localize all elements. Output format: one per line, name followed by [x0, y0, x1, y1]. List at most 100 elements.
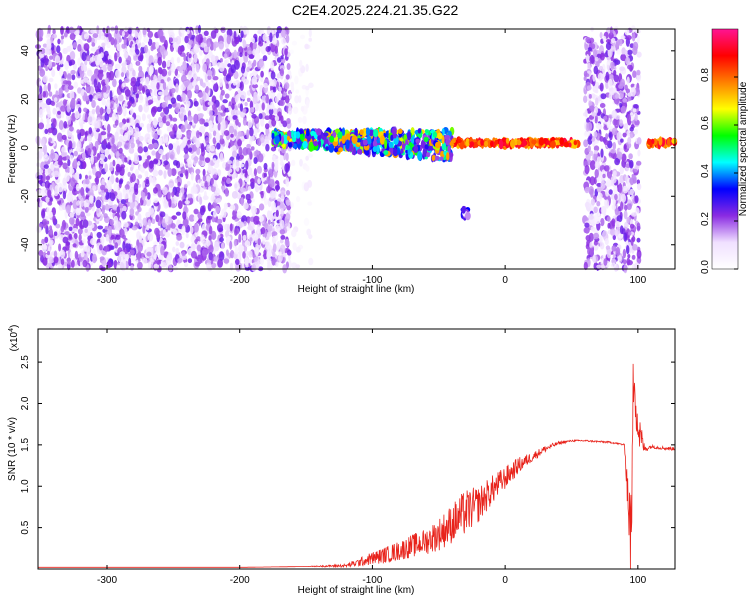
heatmap-cell [81, 151, 86, 160]
heatmap-cell [279, 99, 285, 107]
heatmap-cell [141, 154, 146, 163]
heatmap-cell [59, 68, 64, 77]
heatmap-cell [247, 50, 252, 55]
heatmap-cell [270, 42, 276, 53]
heatmap-cell [184, 262, 189, 268]
heatmap-cell [153, 187, 158, 194]
heatmap-cell [99, 107, 104, 116]
heatmap-cell [304, 43, 309, 50]
heatmap-cell [597, 72, 603, 81]
heatmap-cell [65, 26, 70, 34]
heatmap-cell [84, 206, 89, 213]
heatmap-cell [610, 262, 617, 268]
heatmap-cell [531, 139, 537, 145]
heatmap-cell [247, 198, 252, 204]
heatmap-cell [194, 84, 200, 94]
heatmap-cell [590, 198, 596, 206]
heatmap-cell [187, 258, 193, 264]
heatmap-cell [546, 140, 551, 146]
heatmap-cell [417, 128, 422, 134]
heatmap-cell [148, 160, 154, 169]
heatmap-cell [627, 96, 632, 102]
heatmap-cell [100, 235, 105, 245]
heatmap-cell [183, 54, 187, 62]
heatmap-cell [238, 233, 242, 243]
heatmap-cell [175, 106, 180, 114]
heatmap-cell [100, 131, 107, 136]
heatmap-cell [61, 152, 67, 157]
heatmap-cell [624, 29, 630, 36]
heatmap-cell [146, 224, 150, 231]
heatmap-cell [592, 74, 596, 82]
heatmap-cell [305, 99, 310, 109]
heatmap-cell [179, 46, 185, 52]
heatmap-cell [208, 244, 214, 254]
heatmap-cell [91, 253, 97, 264]
heatmap-cell [126, 69, 130, 79]
heatmap-cell [406, 131, 412, 141]
heatmap-cell [231, 191, 238, 199]
heatmap-cell [55, 223, 61, 229]
heatmap-cell [114, 25, 119, 35]
heatmap-cell [196, 130, 200, 139]
heatmap-cell [287, 142, 293, 148]
heatmap-cell [168, 179, 174, 188]
heatmap-cell [215, 32, 220, 38]
heatmap-cell [223, 53, 228, 59]
heatmap-cell [267, 219, 271, 225]
heatmap-cell [626, 257, 631, 266]
heatmap-cell [626, 245, 630, 255]
heatmap-cell [213, 256, 219, 262]
heatmap-cell [359, 129, 364, 136]
heatmap-cell [231, 204, 236, 211]
heatmap-cell [62, 162, 68, 170]
heatmap-cell [176, 145, 181, 155]
heatmap-cell [109, 90, 113, 101]
heatmap-cell [610, 61, 615, 69]
heatmap-cell [114, 63, 121, 70]
heatmap-cell [284, 48, 288, 56]
heatmap-cell [176, 56, 181, 64]
heatmap-cell [137, 146, 144, 154]
heatmap-cell [284, 82, 290, 90]
heatmap-cell [132, 192, 136, 203]
heatmap-cell [52, 107, 57, 115]
heatmap-cell [47, 82, 51, 92]
heatmap-cell [193, 223, 199, 233]
heatmap-cell [209, 145, 216, 152]
heatmap-cell [239, 154, 244, 160]
heatmap-cell [233, 71, 239, 80]
heatmap-cell [211, 54, 216, 63]
heatmap-cell [240, 65, 246, 74]
heatmap-cell [636, 69, 641, 76]
heatmap-cell [47, 189, 52, 198]
heatmap-cell [263, 82, 268, 88]
heatmap-cell [47, 109, 52, 119]
heatmap-cell [57, 160, 64, 166]
heatmap-cell [594, 219, 601, 225]
heatmap-cell [280, 29, 287, 38]
heatmap-cell [226, 235, 231, 241]
heatmap-cell [115, 97, 119, 104]
heatmap-cell [233, 49, 238, 59]
heatmap-cell [619, 119, 624, 127]
heatmap-cell [207, 180, 211, 186]
heatmap-cell [74, 110, 80, 120]
heatmap-cell [72, 42, 77, 49]
heatmap-cell [184, 120, 188, 129]
heatmap-cell [292, 106, 299, 115]
heatmap-cell [59, 59, 64, 65]
heatmap-cell [158, 148, 164, 154]
heatmap-cell [227, 160, 233, 165]
heatmap-cell [351, 135, 358, 144]
heatmap-cell [247, 119, 253, 129]
heatmap-cell [193, 208, 199, 215]
heatmap-cell [136, 205, 140, 210]
heatmap-cell [172, 246, 176, 253]
heatmap-cell [182, 211, 187, 220]
heatmap-cell [235, 159, 240, 168]
heatmap-cell [66, 45, 72, 52]
heatmap-cell [236, 211, 242, 219]
heatmap-cell [131, 226, 138, 231]
heatmap-cell [626, 217, 630, 224]
